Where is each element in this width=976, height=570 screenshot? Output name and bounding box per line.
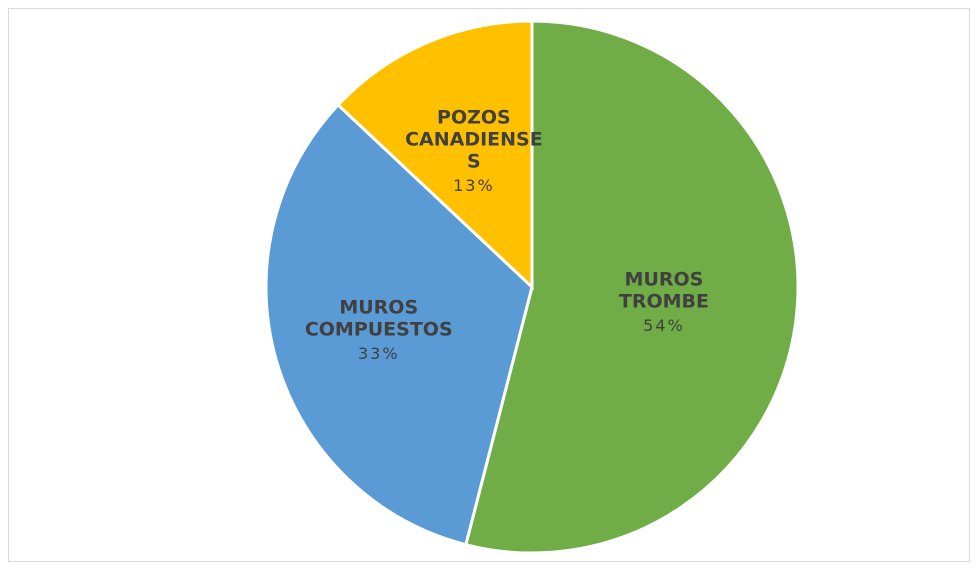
slice-value-label: 33% bbox=[358, 344, 400, 363]
pie-slice bbox=[335, 19, 534, 291]
slice-value-label: 13% bbox=[453, 176, 495, 195]
slice-label: POZOS CANADIENSE S bbox=[405, 106, 543, 172]
slice-label: MUROS TROMBE bbox=[619, 268, 709, 312]
pie-slice bbox=[464, 19, 800, 555]
pie-slice bbox=[264, 102, 534, 547]
slice-value-label: 54% bbox=[643, 316, 685, 335]
slice-label: MUROS COMPUESTOS bbox=[305, 296, 453, 340]
